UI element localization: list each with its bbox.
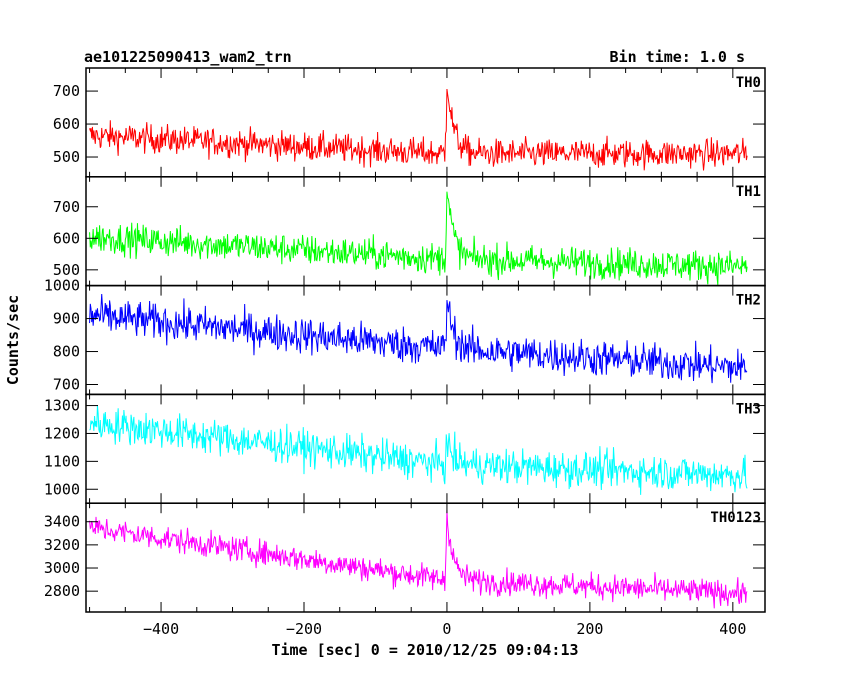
y-tick-label: 700 [53, 376, 80, 394]
y-axis-label: Counts/sec [4, 295, 22, 385]
y-tick-label: 600 [53, 115, 80, 133]
x-axis-label: Time [sec] 0 = 2010/12/25 09:04:13 [271, 641, 578, 659]
x-tick-label: 0 [442, 620, 451, 638]
series-line-th1 [89, 191, 748, 286]
y-tick-label: 700 [53, 82, 80, 100]
y-tick-label: 3000 [44, 559, 80, 577]
panel-label-th0123: TH0123 [710, 510, 761, 526]
x-tick-label: −200 [286, 620, 322, 638]
y-tick-label: 1000 [44, 277, 80, 295]
x-tick-label: −400 [143, 620, 179, 638]
y-tick-label: 900 [53, 310, 80, 328]
y-tick-label: 3200 [44, 536, 80, 554]
y-tick-label: 1100 [44, 452, 80, 470]
panel-label-th3: TH3 [736, 401, 761, 417]
x-tick-label: 400 [719, 620, 746, 638]
series-line-th2 [89, 293, 748, 384]
panel-frame-th0 [85, 67, 766, 178]
chart-title-left: ae101225090413_wam2_trn [84, 48, 292, 66]
y-tick-label: 600 [53, 229, 80, 247]
panel-label-th1: TH1 [736, 184, 761, 200]
chart-title-right: Bin time: 1.0 s [610, 48, 745, 66]
y-tick-label: 1300 [44, 397, 80, 415]
y-tick-label: 1200 [44, 424, 80, 442]
y-tick-label: 500 [53, 148, 80, 166]
series-line-th0123 [89, 510, 748, 609]
y-tick-label: 1000 [44, 480, 80, 498]
panel-label-th0: TH0 [736, 75, 761, 91]
panel-label-th2: TH2 [736, 293, 761, 309]
plot-area: 500 600 700 TH0 500 600 700 TH1 700 800 900 1000 TH2… [44, 67, 766, 638]
y-tick-label: 2800 [44, 582, 80, 600]
series-line-th3 [89, 405, 748, 495]
panel-frame-th0123 [85, 502, 766, 613]
y-tick-label: 800 [53, 343, 80, 361]
y-tick-label: 3400 [44, 513, 80, 531]
panel-frame-th3 [85, 393, 766, 504]
y-tick-label: 500 [53, 261, 80, 279]
series-line-th0 [89, 88, 748, 171]
y-tick-label: 700 [53, 198, 80, 216]
x-tick-label: 200 [576, 620, 603, 638]
